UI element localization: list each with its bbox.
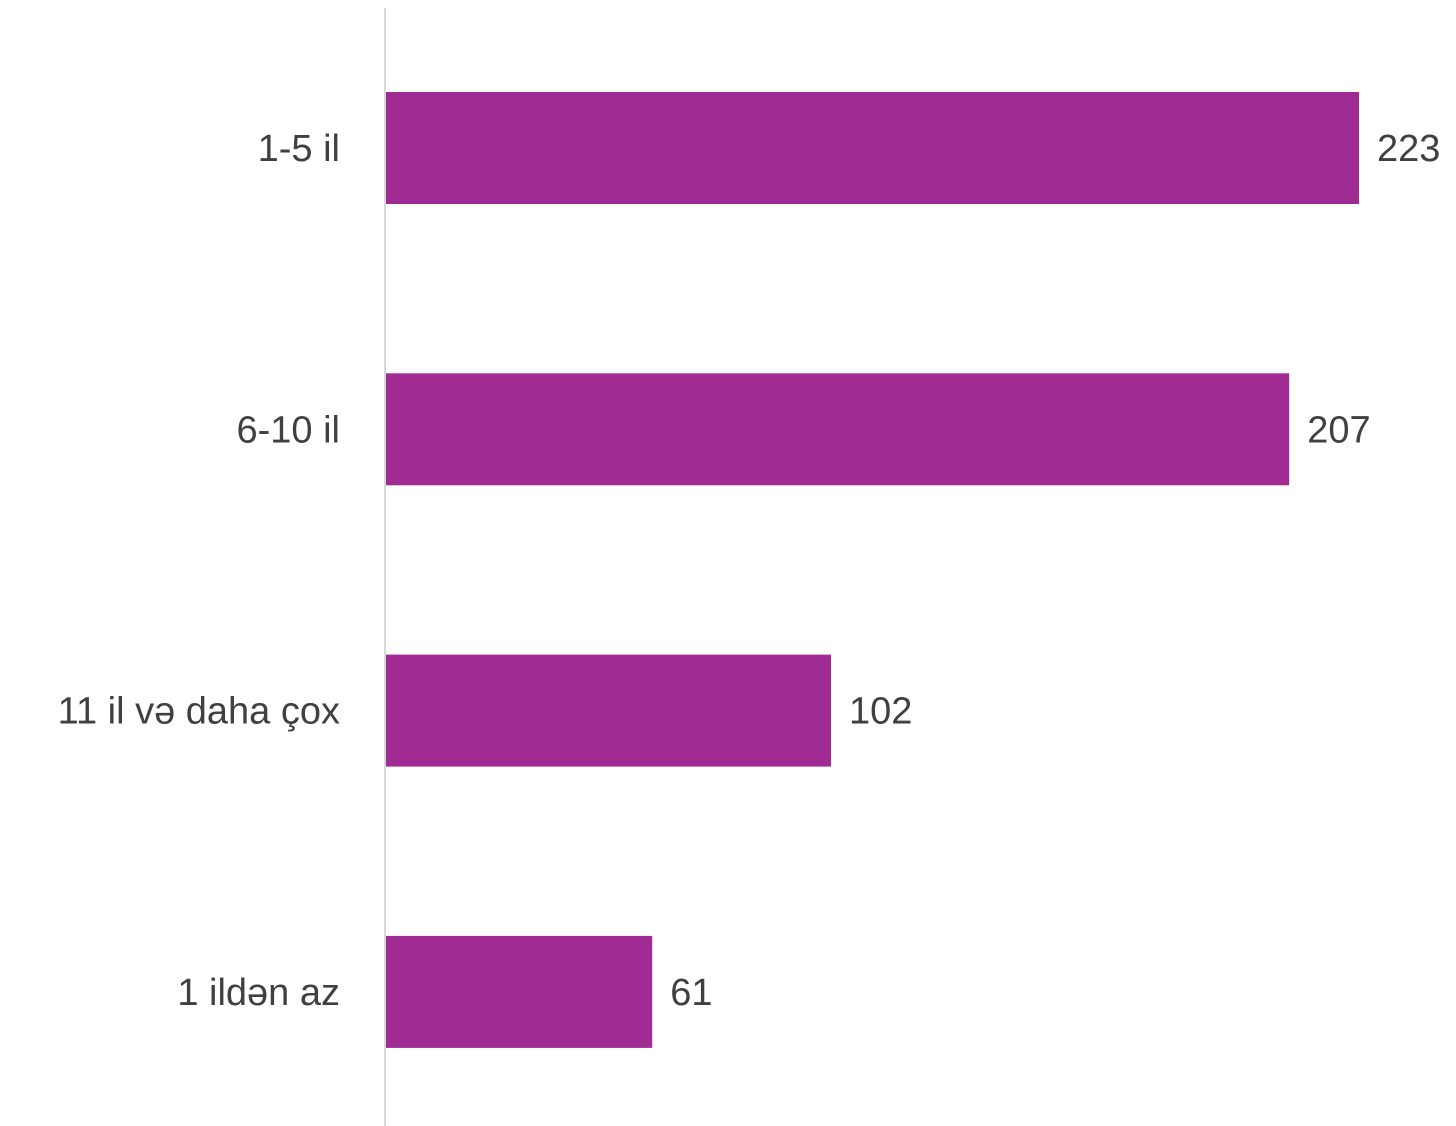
value-label-0: 223 — [1377, 128, 1440, 170]
value-label-2: 102 — [849, 691, 912, 733]
value-label-3: 61 — [670, 972, 712, 1014]
bar-3 — [386, 935, 653, 1048]
category-label-1: 6-10 il — [237, 409, 341, 451]
bar-0 — [386, 92, 1359, 204]
category-label-3: 1 ildən az — [177, 972, 340, 1014]
category-label-0: 1-5 il — [258, 128, 340, 170]
bar-1 — [386, 373, 1290, 486]
category-label-2: 11 il və daha çox — [58, 691, 340, 733]
bar-2 — [386, 654, 831, 767]
bars-layer — [386, 92, 1359, 1048]
labels-layer: 1-5 il 223 6-10 il 207 11 il və daha çox 102 1… — [58, 128, 1441, 1014]
value-label-1: 207 — [1307, 409, 1370, 451]
